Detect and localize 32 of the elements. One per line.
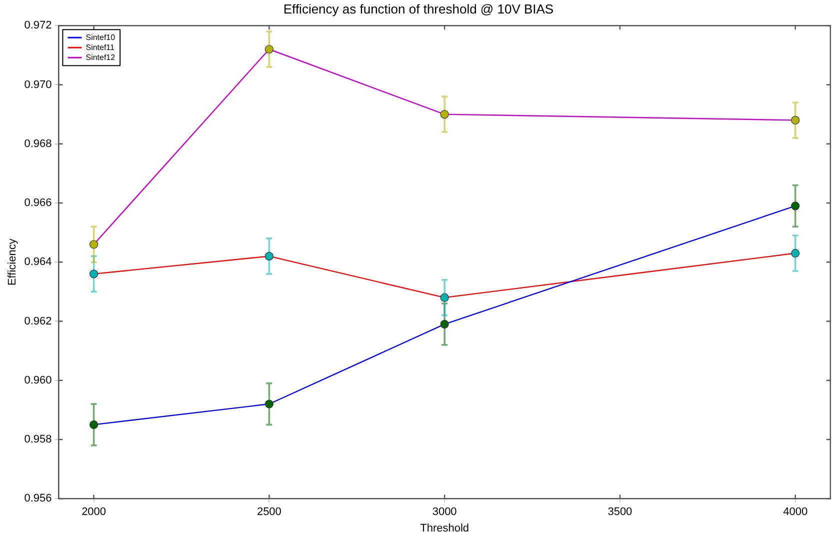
point xyxy=(791,116,800,124)
point xyxy=(440,320,449,328)
point xyxy=(440,110,449,119)
y-tick-label: 0.970 xyxy=(24,78,52,91)
y-tick-label: 0.968 xyxy=(24,138,52,150)
point xyxy=(440,293,449,302)
y-tick-label: 0.960 xyxy=(24,374,52,386)
chart-title: Efficiency as function of threshold @ 10V BIAS xyxy=(283,1,554,16)
point xyxy=(791,248,800,258)
y-tick-label: 0.972 xyxy=(24,20,52,32)
y-tick-label: 0.966 xyxy=(24,197,52,210)
legend-label: Sintef11 xyxy=(86,42,116,52)
x-axis-title: Threshold xyxy=(420,522,470,534)
point xyxy=(791,202,800,210)
point xyxy=(264,44,274,54)
point xyxy=(264,252,274,260)
legend-label: Sintef12 xyxy=(86,52,116,62)
y-tick-label: 0.962 xyxy=(24,315,52,328)
y-axis-title: Efficiency xyxy=(6,238,19,286)
point xyxy=(90,240,98,249)
legend-label: Sintef10 xyxy=(86,32,116,42)
x-tick-label: 4000 xyxy=(783,506,808,518)
y-tick-label: 0.964 xyxy=(24,256,52,268)
x-tick-label: 2500 xyxy=(256,506,282,518)
point xyxy=(90,270,98,278)
x-tick-label: 3500 xyxy=(608,506,632,518)
x-tick-label: 3000 xyxy=(432,506,457,518)
point xyxy=(264,400,274,408)
x-tick-label: 2000 xyxy=(82,506,106,518)
y-tick-label: 0.958 xyxy=(24,434,52,446)
point xyxy=(90,420,98,429)
y-tick-label: 0.956 xyxy=(24,492,52,505)
